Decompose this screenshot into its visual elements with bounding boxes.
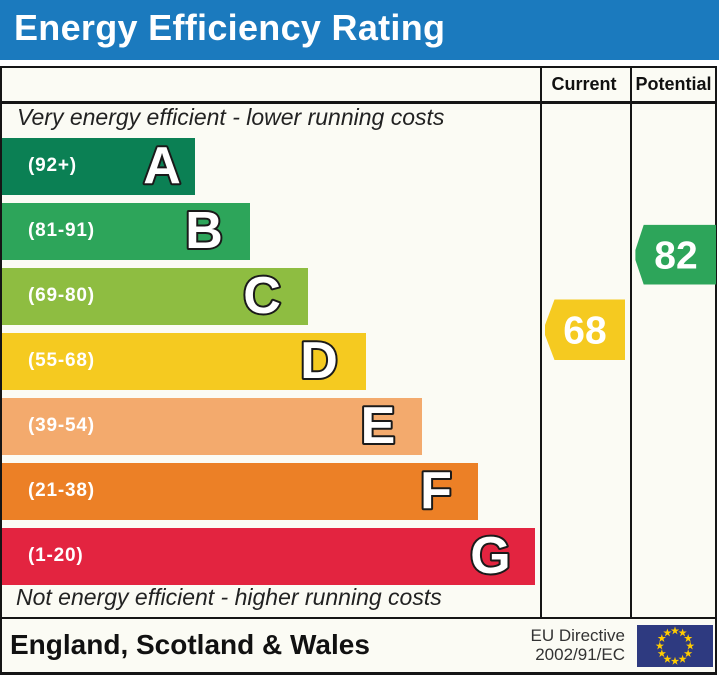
svg-text:F: F	[420, 462, 452, 520]
svg-text:C: C	[243, 267, 281, 325]
svg-text:82: 82	[654, 235, 697, 278]
svg-text:A: A	[143, 137, 181, 195]
svg-text:B: B	[185, 202, 223, 260]
svg-text:D: D	[300, 332, 338, 390]
svg-text:G: G	[470, 527, 510, 585]
svg-text:E: E	[361, 397, 396, 455]
svg-text:68: 68	[563, 310, 606, 353]
